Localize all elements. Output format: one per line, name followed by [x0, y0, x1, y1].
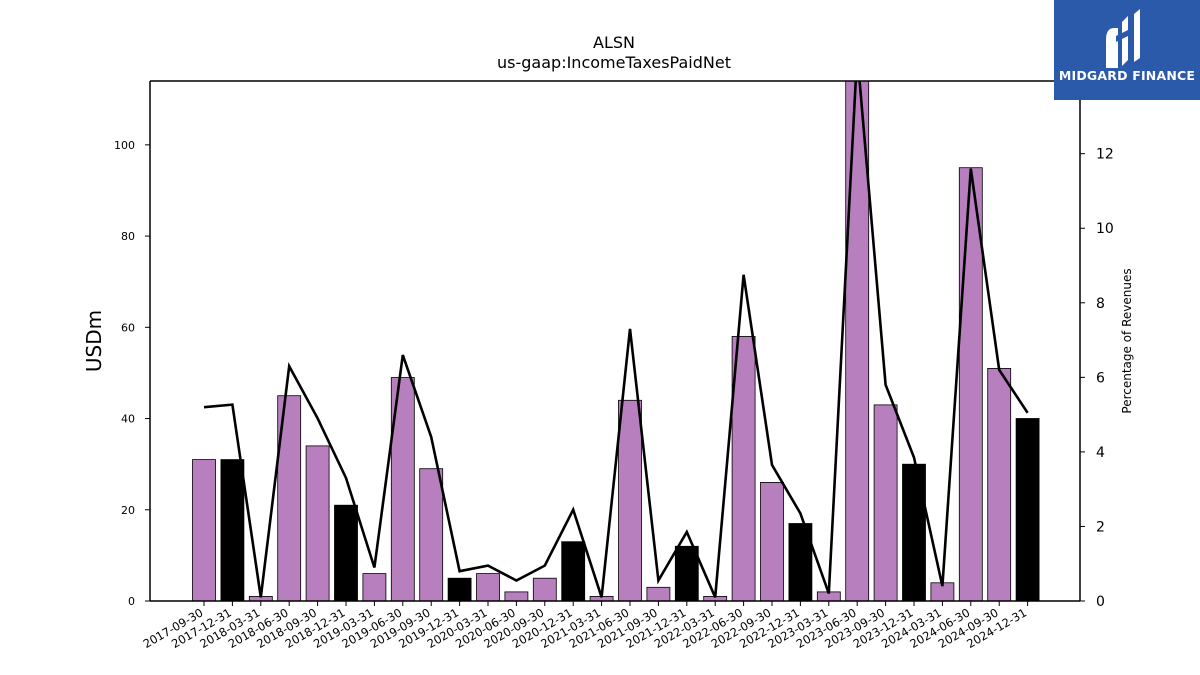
bar-2019-12-31 [447, 577, 472, 602]
y-tick-label-80: 80 [121, 230, 135, 243]
y-tick-label-100: 100 [114, 139, 135, 152]
bar-2020-03-31 [476, 573, 500, 602]
right-axis-ticks: 0 2 4 6 8 10 12 [1080, 147, 1114, 610]
chart-subtitle: us-gaap:IncomeTaxesPaidNet [497, 53, 731, 72]
bar-2020-12-31 [561, 541, 586, 602]
bar-2017-09-30 [192, 459, 216, 602]
y2-tick-label-8: 8 [1096, 296, 1105, 312]
bar-2024-09-30 [987, 367, 1012, 602]
bar-2018-09-30 [305, 445, 330, 602]
logo-mark-icon [1106, 9, 1140, 68]
bar-2022-09-30 [760, 481, 784, 602]
bar-2020-06-30 [504, 591, 529, 602]
y2-tick-label-6: 6 [1096, 370, 1105, 386]
chart-title: ALSN [593, 33, 635, 52]
midgard-finance-logo: MIDGARD FINANCE [1054, 0, 1200, 100]
bar-2023-12-31 [902, 463, 926, 602]
y2-axis-label: Percentage of Revenues [1120, 268, 1134, 413]
bar-2019-09-30 [419, 468, 444, 602]
bar-2023-09-30 [873, 404, 898, 602]
plot-frame [149, 80, 1081, 602]
y-tick-label-40: 40 [121, 413, 135, 426]
bar-group [192, 80, 1040, 602]
bar-2019-03-31 [362, 573, 387, 602]
y-tick-label-20: 20 [121, 504, 135, 517]
bar-2021-09-30 [646, 586, 671, 602]
bar-2017-12-31 [220, 459, 245, 602]
y2-tick-label-4: 4 [1096, 445, 1105, 461]
bar-2018-12-31 [334, 504, 358, 602]
y-tick-label-60: 60 [121, 321, 135, 334]
bar-2024-12-31 [1015, 418, 1040, 602]
y-axis-label: USDm [82, 310, 106, 372]
y2-tick-label-2: 2 [1096, 519, 1105, 535]
line-group [203, 81, 1029, 598]
bar-2021-06-30 [618, 399, 642, 602]
left-axis-ticks: 0 20 40 60 80 100 [114, 139, 150, 608]
y-tick-label-0: 0 [128, 595, 135, 608]
x-axis-ticks: 2017-09-302017-12-312018-03-312018-06-30… [141, 601, 1029, 651]
logo-text: MIDGARD FINANCE [1058, 68, 1196, 83]
y2-tick-label-12: 12 [1096, 147, 1114, 163]
y2-tick-label-10: 10 [1096, 221, 1114, 237]
y2-tick-label-0: 0 [1096, 594, 1105, 610]
bar-2021-12-31 [674, 545, 699, 602]
bar-2020-09-30 [532, 577, 557, 602]
percentage-line [203, 81, 1029, 598]
